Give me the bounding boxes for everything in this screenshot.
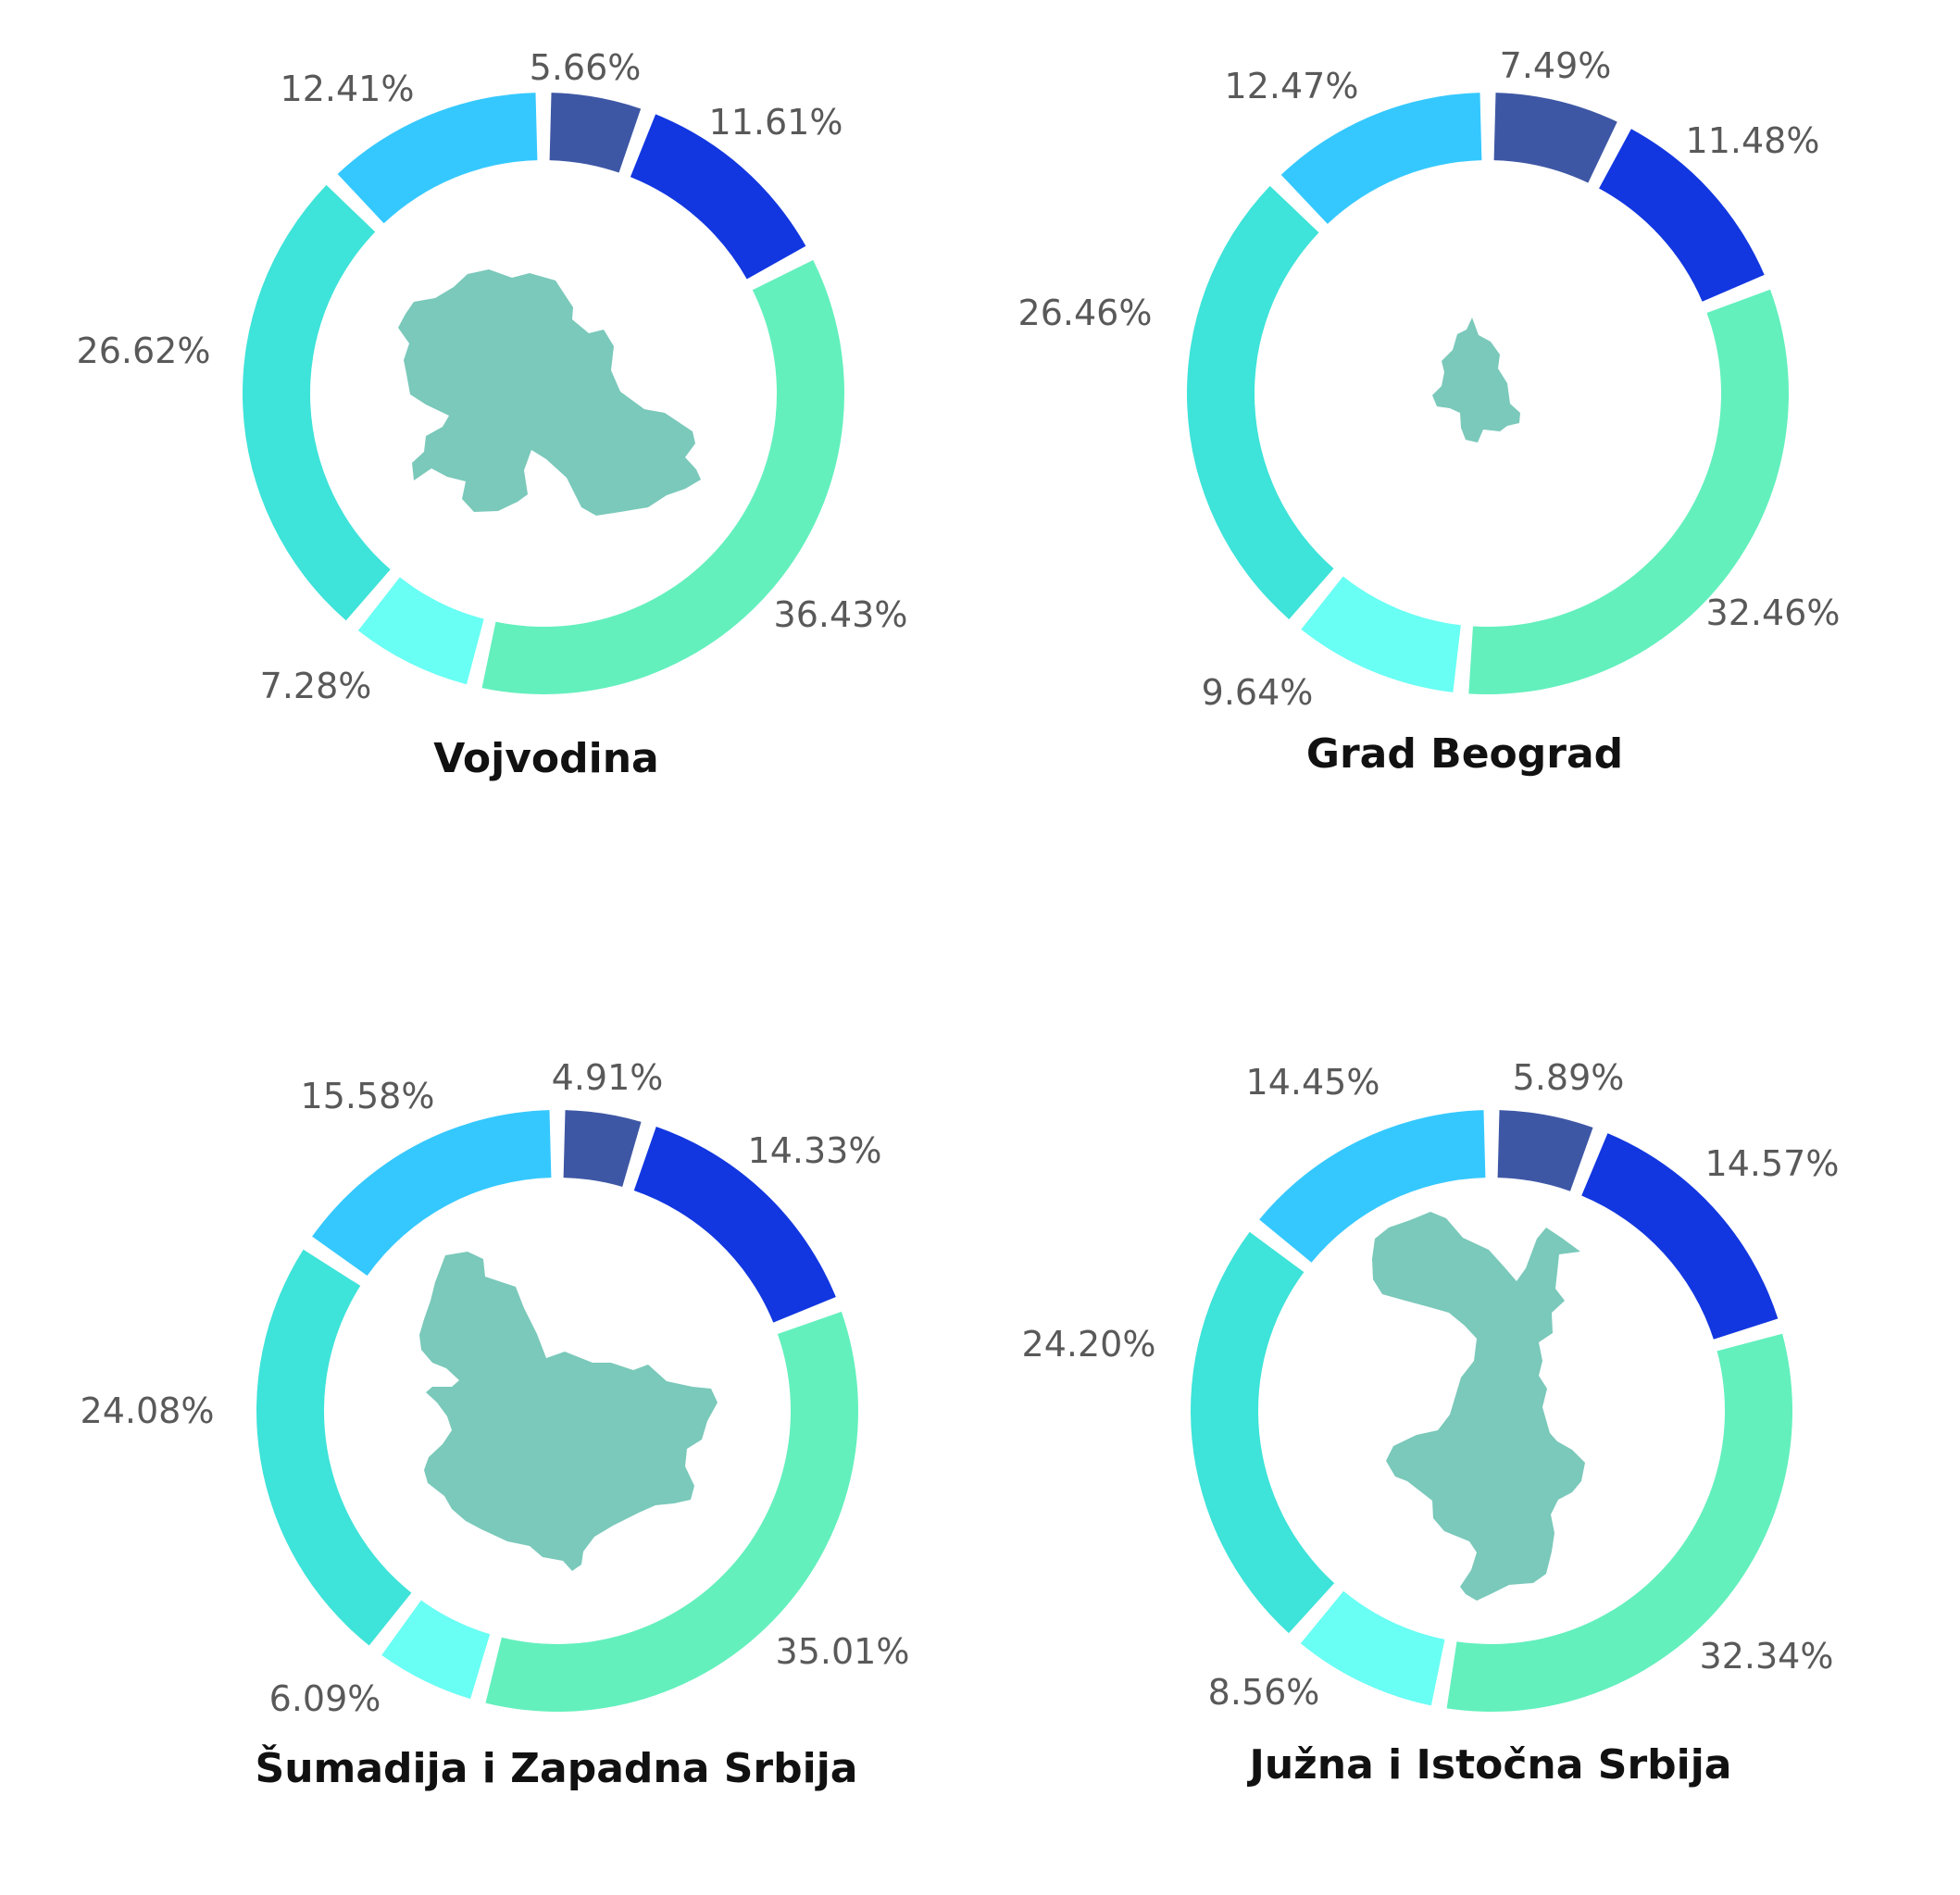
slice-label-3: 36.43% bbox=[774, 594, 908, 635]
donut-slice-6 bbox=[1259, 1110, 1486, 1263]
donut-slice-3 bbox=[481, 259, 844, 694]
donut-slice-2 bbox=[1599, 129, 1765, 302]
slice-label-5: 24.08% bbox=[81, 1390, 215, 1431]
donut-slice-4 bbox=[357, 577, 484, 685]
donut-slice-2 bbox=[630, 114, 806, 280]
juzna-region-map bbox=[1372, 1212, 1585, 1601]
slice-label-3: 35.01% bbox=[776, 1631, 910, 1672]
donut-slice-5 bbox=[243, 184, 391, 621]
donut-slice-6 bbox=[1280, 93, 1482, 224]
slice-label-5: 26.62% bbox=[77, 330, 211, 371]
chart-title: Šumadija i Zapadna Srbija bbox=[256, 1743, 858, 1792]
slice-label-6: 12.41% bbox=[281, 69, 415, 109]
donut-slice-1 bbox=[549, 93, 642, 173]
slice-label-3: 32.46% bbox=[1706, 592, 1841, 633]
slice-label-2: 14.33% bbox=[748, 1130, 882, 1171]
chart-title: Južna i Istočna Srbija bbox=[1246, 1741, 1731, 1789]
donut-slice-1 bbox=[563, 1110, 642, 1187]
chart-title: Vojvodina bbox=[433, 735, 658, 782]
slice-label-4: 9.64% bbox=[1202, 672, 1314, 713]
donut-slice-2 bbox=[633, 1127, 836, 1323]
slice-label-1: 4.91% bbox=[552, 1057, 664, 1098]
donut-slice-5 bbox=[256, 1249, 412, 1646]
donut-slice-1 bbox=[1497, 1110, 1593, 1191]
donut-slice-6 bbox=[337, 93, 538, 224]
slice-label-4: 8.56% bbox=[1208, 1672, 1320, 1713]
slice-label-6: 12.47% bbox=[1225, 66, 1359, 106]
grad-beograd-region-map bbox=[1432, 318, 1520, 443]
slice-label-2: 11.48% bbox=[1686, 120, 1820, 161]
slice-label-4: 7.28% bbox=[260, 666, 372, 706]
slice-label-2: 14.57% bbox=[1705, 1143, 1840, 1184]
donut-chart-juzna-i-istocna-srbija: 5.89% 14.57% 32.34% 8.56% 24.20% 14.45% … bbox=[1022, 1057, 1840, 1789]
slice-label-6: 15.58% bbox=[301, 1076, 435, 1116]
slice-label-1: 5.66% bbox=[530, 47, 642, 88]
slice-label-1: 5.89% bbox=[1513, 1057, 1625, 1098]
donut-slice-4 bbox=[381, 1600, 491, 1700]
sumadija-region-map bbox=[419, 1252, 718, 1571]
donut-slice-5 bbox=[1186, 185, 1334, 619]
slice-label-6: 14.45% bbox=[1246, 1062, 1380, 1103]
slice-label-5: 26.46% bbox=[1018, 293, 1153, 333]
donut-slice-3 bbox=[1446, 1333, 1792, 1712]
slice-label-5: 24.20% bbox=[1022, 1324, 1156, 1365]
chart-title: Grad Beograd bbox=[1306, 730, 1623, 778]
donut-chart-sumadija-i-zapadna-srbija: 4.91% 14.33% 35.01% 6.09% 24.08% 15.58% … bbox=[81, 1057, 910, 1792]
vojvodina-region-map bbox=[398, 269, 701, 516]
donut-slice-3 bbox=[1468, 289, 1789, 694]
donut-slice-3 bbox=[485, 1311, 858, 1712]
donut-slice-5 bbox=[1191, 1231, 1335, 1634]
donut-chart-grad-beograd: 7.49% 11.48% 32.46% 9.64% 26.46% 12.47% … bbox=[1018, 45, 1841, 778]
donut-chart-vojvodina: 5.66% 11.61% 36.43% 7.28% 26.62% 12.41% … bbox=[77, 47, 908, 782]
donut-slice-4 bbox=[1300, 1590, 1445, 1706]
slice-label-4: 6.09% bbox=[269, 1678, 381, 1719]
donut-slice-1 bbox=[1493, 93, 1617, 183]
slice-label-3: 32.34% bbox=[1700, 1636, 1834, 1677]
slice-label-1: 7.49% bbox=[1500, 45, 1612, 86]
donut-slice-4 bbox=[1301, 576, 1461, 692]
slice-label-2: 11.61% bbox=[709, 102, 843, 143]
donut-slice-2 bbox=[1581, 1133, 1779, 1340]
donut-slice-6 bbox=[312, 1110, 552, 1276]
